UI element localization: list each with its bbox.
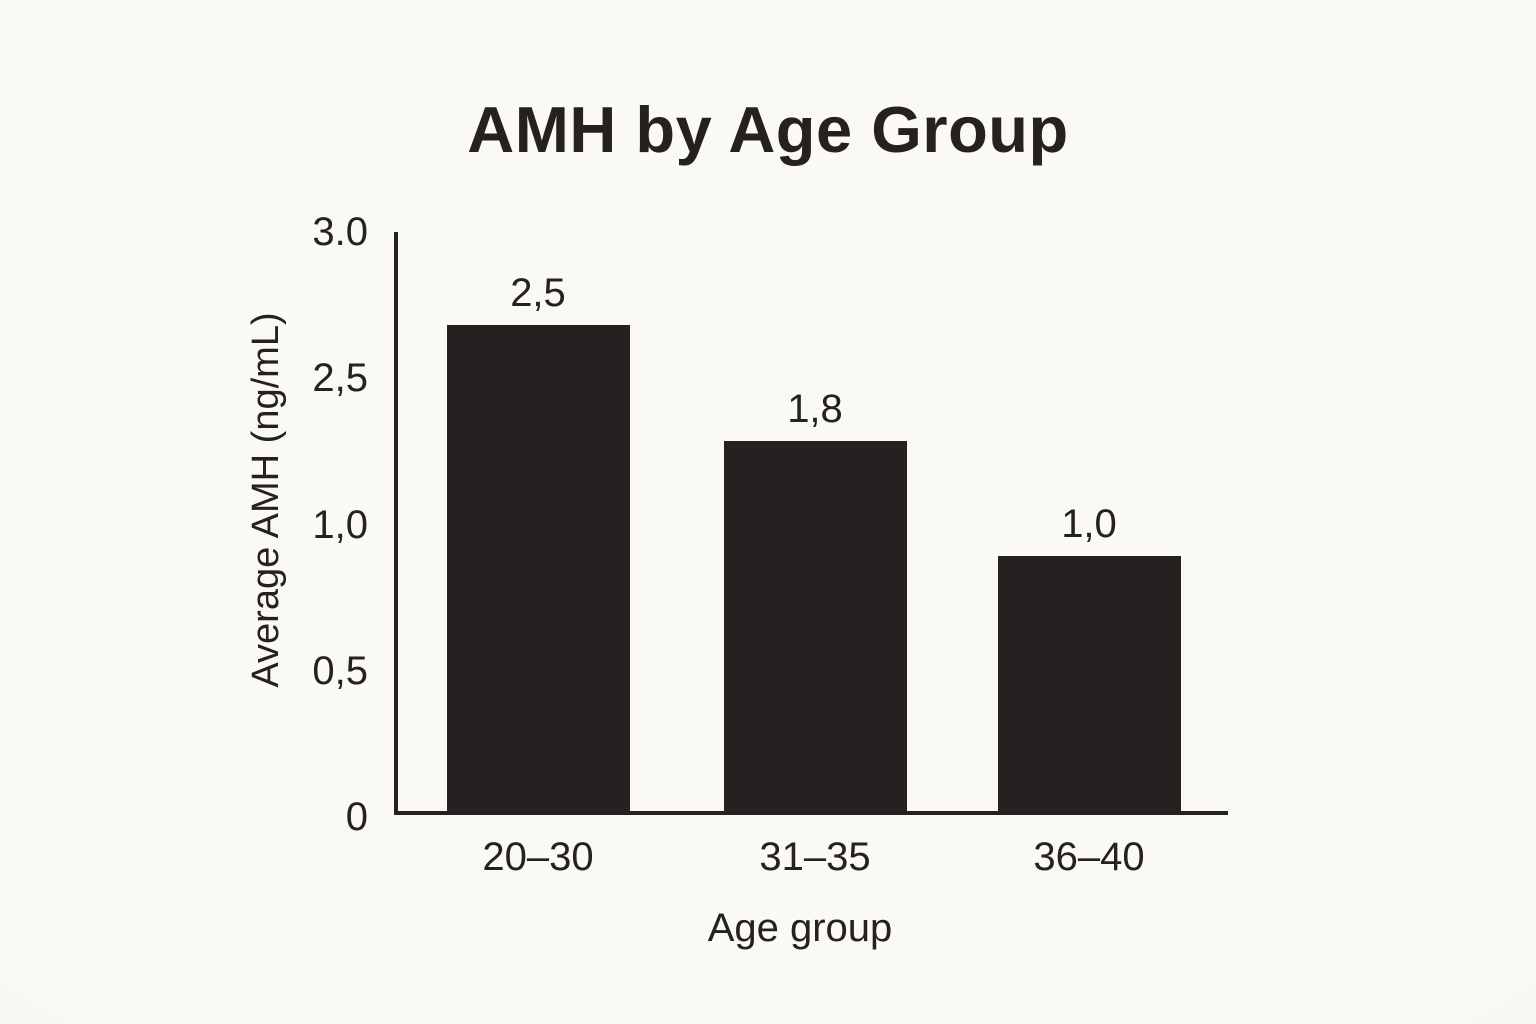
x-axis-line <box>394 811 1228 815</box>
x-axis-title: Age group <box>707 906 893 950</box>
chart-title: AMH by Age Group <box>467 93 1069 166</box>
x-tick-label: 36–40 <box>1033 835 1145 879</box>
y-tick-label: 0,5 <box>312 648 368 693</box>
y-tick-label: 0 <box>345 795 368 839</box>
bar-value-label: 2,5 <box>510 271 566 315</box>
y-tick-label: 2,5 <box>312 356 368 401</box>
y-tick-label: 1,0 <box>312 502 368 547</box>
bar-20–30 <box>446 325 630 813</box>
bar-value-label: 1,0 <box>1061 502 1117 546</box>
x-tick-label: 20–30 <box>482 835 594 879</box>
y-tick-label: 3.0 <box>312 210 368 254</box>
bar-31–35 <box>723 441 907 813</box>
y-axis-line <box>394 232 398 815</box>
bar-value-label: 1,8 <box>787 387 843 431</box>
x-tick-label: 31–35 <box>759 835 871 879</box>
bar-36–40 <box>997 556 1181 813</box>
